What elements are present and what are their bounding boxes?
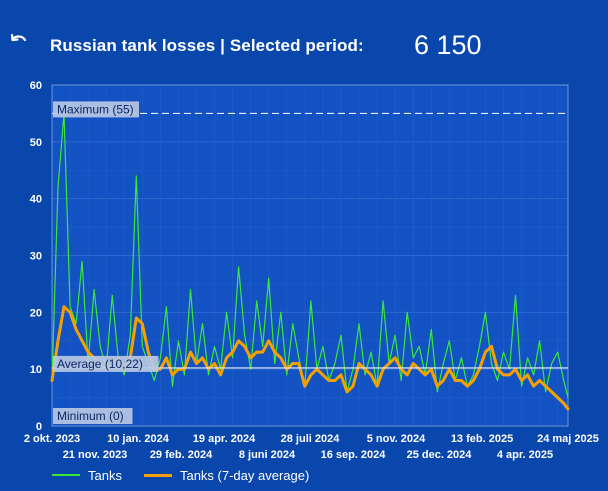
- legend-label-tanks-average: Tanks (7-day average): [179, 467, 310, 483]
- reference-label: Maximum (55): [57, 102, 134, 116]
- tank-losses-chart: 0 10 20 30 40 50 60 2 okt. 2023 10 jan. 2024 19 a…: [24, 80, 599, 461]
- x-tick-label: 21 nov. 2023: [63, 449, 128, 461]
- legend: Tanks Tanks (7-day average): [52, 466, 331, 484]
- reference-label: Average (10,22): [57, 357, 143, 371]
- y-tick-label: 50: [30, 137, 42, 149]
- reference-label-box: [53, 355, 159, 372]
- legend-item-tanks[interactable]: Tanks: [52, 468, 122, 483]
- y-tick-label: 10: [30, 364, 42, 376]
- y-tick-label: 0: [36, 421, 42, 433]
- legend-swatch-tanks-average: [143, 473, 172, 477]
- total-value: 6 150: [414, 30, 482, 60]
- x-tick-label: 5 nov. 2024: [367, 433, 426, 445]
- x-tick-label: 10 jan. 2024: [107, 433, 170, 445]
- y-tick-label: 60: [30, 80, 42, 92]
- x-tick-label: 24 maj 2025: [537, 433, 599, 445]
- legend-label-tanks: Tanks: [88, 467, 122, 483]
- y-tick-label: 20: [30, 307, 42, 319]
- x-tick-label: 4 apr. 2025: [497, 449, 553, 461]
- x-tick-label: 19 apr. 2024: [193, 433, 256, 445]
- series-line-tanks-average: [50, 305, 570, 411]
- x-tick-label: 13 feb. 2025: [451, 433, 513, 445]
- reference-label: Minimum (0): [57, 409, 124, 423]
- plot-border: [51, 84, 569, 427]
- x-tick-label: 25 dec. 2024: [407, 449, 473, 461]
- legend-swatch-tanks: [52, 474, 80, 476]
- x-tick-label: 29 feb. 2024: [150, 449, 213, 461]
- undo-arrow-icon[interactable]: [8, 30, 32, 54]
- legend-item-tanks-average[interactable]: Tanks (7-day average): [143, 467, 310, 483]
- series-line-tanks: [51, 112, 569, 399]
- x-tick-label: 8 juni 2024: [239, 449, 296, 461]
- reference-label-box: [53, 101, 139, 118]
- header: Russian tank losses | Selected period: 6…: [0, 0, 608, 80]
- y-tick-label: 30: [30, 251, 42, 263]
- x-tick-label: 28 juli 2024: [281, 433, 341, 445]
- x-tick-label: 2 okt. 2023: [24, 433, 80, 445]
- x-tick-label: 16 sep. 2024: [321, 449, 387, 461]
- page-title: Russian tank losses | Selected period:: [50, 36, 364, 55]
- y-tick-label: 40: [30, 194, 42, 206]
- reference-label-box: [53, 408, 133, 424]
